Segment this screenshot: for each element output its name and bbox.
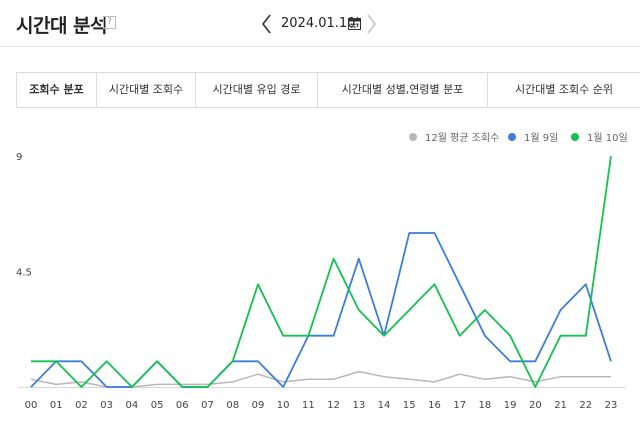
x-tick-label: 16 [428,400,441,411]
x-tick-label: 07 [201,400,214,411]
x-tick-label: 09 [252,400,265,411]
legend-item-jan-10[interactable]: 1월 10일 [571,129,628,144]
current-date: 2024.01.10. [281,16,360,31]
x-tick-label: 17 [453,400,466,411]
header-divider [0,46,640,47]
tab-hourly-gender-age[interactable]: 시간대별 성별,연령별 분포 [318,73,488,107]
x-tick-label: 11 [302,400,315,411]
x-tick-label: 06 [176,400,189,411]
x-tick-label: 04 [126,400,139,411]
series-line-jan-9[interactable] [30,232,612,388]
x-tick-label: 14 [378,400,391,411]
tab-bar: 조회수 분포 시간대별 조회수 시간대별 유입 경로 시간대별 성별,연령별 분… [16,72,640,108]
x-tick-label: 08 [226,400,239,411]
x-tick-label: 23 [605,400,618,411]
y-tick-label: 9 [16,152,22,163]
x-tick-label: 20 [529,400,542,411]
calendar-icon[interactable] [348,17,361,30]
x-tick-label: 00 [25,400,38,411]
x-tick-label: 05 [151,400,164,411]
x-tick-label: 10 [277,400,290,411]
tab-hourly-view-ranking[interactable]: 시간대별 조회수 순위 [514,83,614,96]
x-tick-label: 13 [352,400,365,411]
y-tick-label: 4.5 [16,268,32,279]
x-tick-label: 12 [327,400,340,411]
legend-item-jan-9[interactable]: 1월 9일 [508,129,559,144]
x-tick-label: 18 [479,400,492,411]
question-icon[interactable]: ? [103,16,116,29]
x-tick-label: 01 [50,400,63,411]
x-tick-label: 19 [504,400,517,411]
x-tick-label: 02 [75,400,88,411]
page-title: 시간대 분석 [16,15,108,37]
chevron-right-icon[interactable] [364,12,378,36]
legend-label: 1월 10일 [587,133,628,144]
legend-dot [409,132,417,141]
legend-item-dec-average[interactable]: 12월 평균 조회수 [409,129,500,144]
x-tick-label: 21 [554,400,567,411]
legend-dot [508,132,516,141]
x-tick-label: 22 [579,400,592,411]
legend-dot [571,132,579,141]
legend-label: 12월 평균 조회수 [425,133,500,144]
series-line-jan-10[interactable] [31,155,612,388]
legend-label: 1월 9일 [524,133,559,144]
tab-hourly-views[interactable]: 시간대별 조회수 [97,73,196,107]
tab-view-distribution[interactable]: 조회수 분포 [16,73,97,107]
tab-hourly-traffic-source[interactable]: 시간대별 유입 경로 [196,73,318,107]
x-tick-label: 03 [100,400,113,411]
x-tick-label: 15 [403,400,416,411]
chevron-left-icon[interactable] [260,12,274,36]
line-chart: 9 4.5 00 01 02 03 04 05 06 07 08 09 10 11 12 13 14 15 16 17… [16,152,626,411]
